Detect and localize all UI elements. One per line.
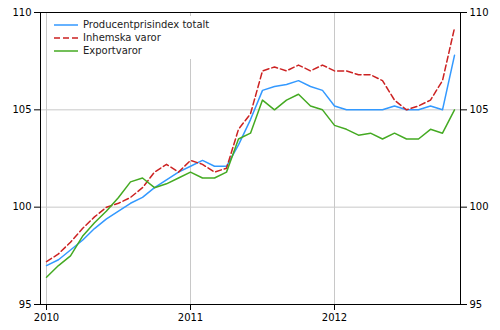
svg-text:100: 100 xyxy=(470,201,489,212)
svg-text:110: 110 xyxy=(12,7,31,18)
svg-text:95: 95 xyxy=(19,299,32,310)
html-text:Exportvaror: Exportvaror xyxy=(83,45,142,56)
svg-text:110: 110 xyxy=(470,7,489,18)
svg-text:105: 105 xyxy=(12,104,31,115)
html-text:Producentprisindex totalt: Producentprisindex totalt xyxy=(83,19,210,30)
svg-text:105: 105 xyxy=(470,104,489,115)
html-text:Inhemska varor: Inhemska varor xyxy=(83,32,161,43)
svg-text:2011: 2011 xyxy=(178,312,203,323)
svg-text:2010: 2010 xyxy=(34,312,59,323)
svg-text:95: 95 xyxy=(470,299,483,310)
svg-text:2012: 2012 xyxy=(322,312,347,323)
svg-text:100: 100 xyxy=(12,201,31,212)
